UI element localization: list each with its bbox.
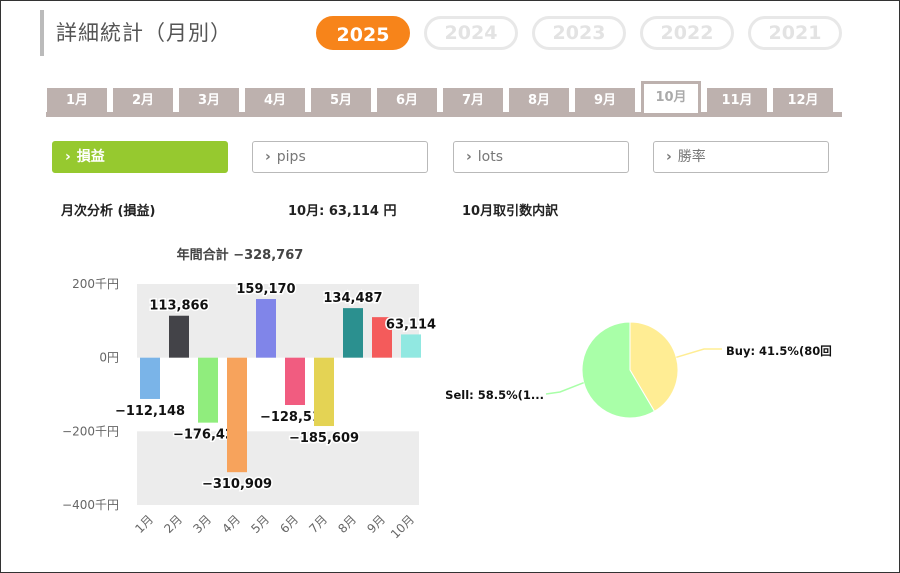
- filter-button-win-rate[interactable]: › 勝率: [653, 141, 829, 173]
- x-tick-label: 10月: [388, 512, 417, 541]
- bar-9月: [372, 317, 392, 358]
- bar-5月: [256, 299, 276, 358]
- filter-button-lots[interactable]: › lots: [453, 141, 629, 173]
- filter-label: 勝率: [677, 149, 706, 165]
- bar-10月: [401, 334, 421, 358]
- x-tick-label: 8月: [335, 512, 359, 536]
- y-tick-label: −400千円: [62, 498, 119, 512]
- y-tick-label: 0円: [99, 351, 119, 365]
- chart-title: 年間合計 −328,767: [177, 247, 304, 263]
- bar-1月: [140, 357, 160, 399]
- year-button-2024[interactable]: 2024: [424, 16, 518, 50]
- bar-4月: [227, 357, 247, 473]
- bar-8月: [343, 308, 363, 358]
- chevron-right-icon: ›: [65, 149, 71, 165]
- month-tab-8[interactable]: 8月: [509, 88, 569, 112]
- month-tab-bar: [46, 112, 842, 117]
- filter-button-profit[interactable]: › 損益: [52, 141, 228, 173]
- x-tick-label: 9月: [364, 512, 388, 536]
- month-tab-3[interactable]: 3月: [179, 88, 239, 112]
- x-tick-label: 1月: [132, 512, 156, 536]
- bar-2月: [169, 315, 189, 358]
- data-label: −128,512: [260, 410, 330, 425]
- year-button-2025[interactable]: 2025: [316, 16, 410, 50]
- x-tick-label: 7月: [306, 512, 330, 536]
- data-label: −112,148: [115, 404, 185, 419]
- bar-7月: [314, 357, 334, 427]
- data-label: −185,609: [289, 431, 359, 446]
- data-label: 159,170: [236, 282, 295, 297]
- plot-band: [137, 431, 419, 505]
- year-button-2021[interactable]: 2021: [748, 16, 842, 50]
- bar-3月: [198, 357, 218, 423]
- month-tab-6[interactable]: 6月: [377, 88, 437, 112]
- x-tick-label: 2月: [161, 512, 185, 536]
- month-tab-1[interactable]: 1月: [47, 88, 107, 112]
- month-tab-12[interactable]: 12月: [773, 88, 833, 112]
- month-tab-9[interactable]: 9月: [575, 88, 635, 112]
- chevron-right-icon: ›: [666, 149, 672, 165]
- x-tick-label: 3月: [190, 512, 214, 536]
- y-tick-label: 200千円: [72, 277, 119, 291]
- data-label: 113,866: [149, 299, 208, 314]
- month-value: 10月: 63,114 円: [288, 204, 397, 219]
- month-tab-5[interactable]: 5月: [311, 88, 371, 112]
- breakdown-title: 10月取引数内訳: [462, 204, 559, 219]
- filter-button-pips[interactable]: › pips: [252, 141, 428, 173]
- analysis-title: 月次分析 (損益): [61, 204, 156, 219]
- data-label: −176,421: [173, 428, 243, 443]
- page-title-wrap: 詳細統計（月別）: [40, 10, 232, 56]
- x-tick-label: 5月: [248, 512, 272, 536]
- month-tab-7[interactable]: 7月: [443, 88, 503, 112]
- data-label: 134,487: [323, 291, 382, 306]
- month-tab-2[interactable]: 2月: [113, 88, 173, 112]
- month-tab-11[interactable]: 11月: [707, 88, 767, 112]
- x-tick-label: 4月: [219, 512, 243, 536]
- year-button-2022[interactable]: 2022: [640, 16, 734, 50]
- month-tab-4[interactable]: 4月: [245, 88, 305, 112]
- filter-label: pips: [276, 149, 306, 165]
- chevron-right-icon: ›: [466, 149, 472, 165]
- bar-6月: [285, 357, 305, 406]
- filter-label: lots: [477, 149, 504, 165]
- chevron-right-icon: ›: [265, 149, 271, 165]
- y-tick-label: −200千円: [62, 424, 119, 438]
- data-label: −310,909: [202, 477, 272, 492]
- year-button-2023[interactable]: 2023: [532, 16, 626, 50]
- month-tab-10[interactable]: 10月: [641, 81, 701, 113]
- filter-label: 損益: [76, 149, 105, 165]
- page-title: 詳細統計（月別）: [56, 21, 232, 45]
- x-tick-label: 6月: [277, 512, 301, 536]
- data-label: 63,114: [386, 317, 436, 332]
